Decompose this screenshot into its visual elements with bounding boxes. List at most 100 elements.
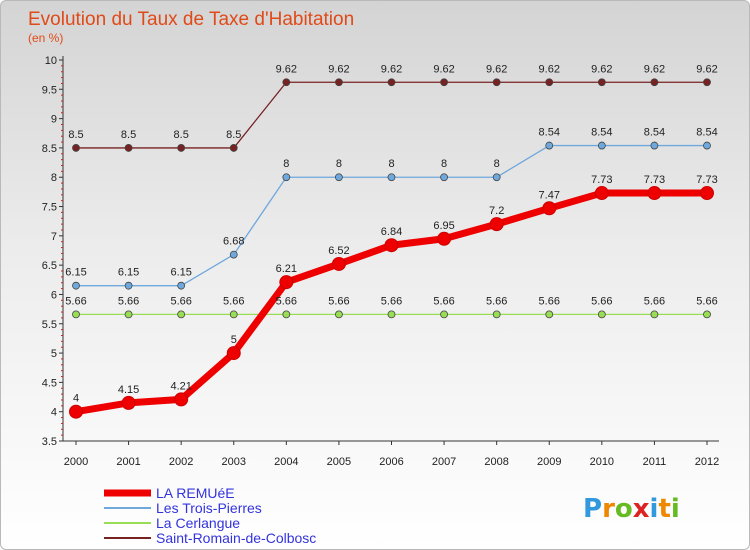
data-point: [387, 78, 396, 87]
series-2: [72, 310, 711, 319]
data-label: 5.66: [276, 295, 297, 307]
y-tick-label: 8.5: [42, 143, 57, 155]
data-label: 8: [336, 158, 342, 170]
data-point: [121, 395, 136, 410]
data-point: [542, 201, 557, 216]
data-label: 7.47: [539, 189, 560, 201]
x-tick-label: 2012: [695, 456, 719, 468]
y-tick-label: 5: [51, 348, 57, 360]
data-point: [387, 173, 396, 182]
data-label: 5.66: [591, 295, 612, 307]
y-tick-label: 6: [51, 289, 57, 301]
y-tick-label: 6.5: [42, 260, 57, 272]
data-point: [229, 310, 238, 319]
data-label: 6.21: [276, 263, 297, 275]
data-point: [335, 173, 343, 182]
logo-letter: t: [658, 494, 670, 524]
data-label: 6.52: [328, 245, 349, 257]
x-tick-label: 2005: [327, 456, 351, 468]
data-label: 5.66: [223, 295, 244, 307]
chart-subtitle: (en %): [28, 31, 63, 45]
y-tick-label: 9: [51, 114, 57, 126]
data-point: [597, 78, 606, 87]
x-tick-label: 2002: [169, 456, 193, 468]
data-label: 9.62: [486, 63, 507, 75]
data-point: [384, 238, 399, 253]
data-label: 8.54: [644, 127, 665, 139]
x-tick-label: 2004: [274, 456, 298, 468]
data-label: 8.54: [696, 127, 717, 139]
data-label: 6.84: [381, 226, 402, 238]
data-point: [545, 310, 554, 319]
data-point: [229, 144, 238, 152]
data-point: [545, 141, 554, 150]
x-tick-label: 2007: [432, 456, 456, 468]
data-point: [177, 144, 186, 152]
data-label: 7.73: [591, 174, 612, 186]
y-tick-label: 4: [51, 407, 57, 419]
data-point: [387, 310, 396, 319]
data-point: [437, 231, 452, 246]
data-point: [279, 275, 294, 290]
data-point: [229, 250, 238, 259]
data-label: 9.62: [276, 63, 297, 75]
data-label: 9.62: [381, 63, 402, 75]
legend-label: LA REMUéE: [156, 485, 235, 501]
data-label: 9.62: [433, 63, 454, 75]
data-point: [69, 404, 83, 419]
data-point: [703, 141, 711, 150]
data-label: 7.2: [489, 205, 504, 217]
data-point: [282, 173, 291, 182]
chart-title: Evolution du Taux de Taxe d'Habitation: [28, 9, 354, 30]
x-tick-label: 2011: [643, 456, 667, 468]
data-label: 5.66: [696, 295, 717, 307]
x-tick-label: 2006: [379, 456, 403, 468]
data-point: [545, 78, 554, 87]
data-point: [440, 173, 448, 182]
y-tick-label: 9.5: [42, 84, 57, 96]
logo-letter: r: [602, 494, 615, 524]
data-point: [492, 78, 501, 87]
data-point: [597, 310, 606, 319]
logo-letter: P: [583, 494, 602, 524]
data-label: 5: [231, 334, 237, 346]
data-label: 5.66: [328, 295, 349, 307]
data-point: [72, 144, 80, 152]
data-point: [177, 310, 186, 319]
x-tick-label: 2010: [590, 456, 614, 468]
proxiti-logo: Proxiti: [583, 494, 680, 524]
logo-letter: x: [633, 494, 650, 524]
data-point: [331, 256, 346, 271]
data-point: [72, 310, 80, 319]
logo-letter: i: [671, 494, 680, 524]
data-point: [650, 78, 659, 87]
data-point: [703, 310, 711, 319]
data-label: 8.5: [226, 129, 241, 141]
data-label: 9.62: [328, 63, 349, 75]
data-point: [335, 310, 343, 319]
data-point: [226, 346, 241, 361]
data-point: [440, 78, 448, 87]
data-point: [703, 78, 711, 87]
data-point: [124, 144, 133, 152]
data-point: [492, 310, 501, 319]
y-tick-label: 4.5: [42, 377, 57, 389]
x-tick-label: 2001: [116, 456, 140, 468]
legend-label: La Cerlangue: [156, 515, 240, 531]
data-point: [177, 281, 186, 290]
data-label: 6.15: [170, 267, 191, 279]
y-tick-label: 8: [51, 172, 57, 184]
y-tick-label: 7.5: [42, 202, 57, 214]
data-label: 8.5: [68, 129, 83, 141]
data-label: 6.15: [118, 267, 139, 279]
data-label: 4.21: [170, 380, 191, 392]
data-label: 8: [283, 158, 289, 170]
series-0: [69, 186, 714, 419]
data-label: 6.15: [65, 267, 86, 279]
data-label: 7.73: [696, 174, 717, 186]
x-tick-label: 2003: [222, 456, 246, 468]
data-point: [282, 78, 291, 87]
data-label: 5.66: [381, 295, 402, 307]
logo-letter: i: [650, 494, 659, 524]
